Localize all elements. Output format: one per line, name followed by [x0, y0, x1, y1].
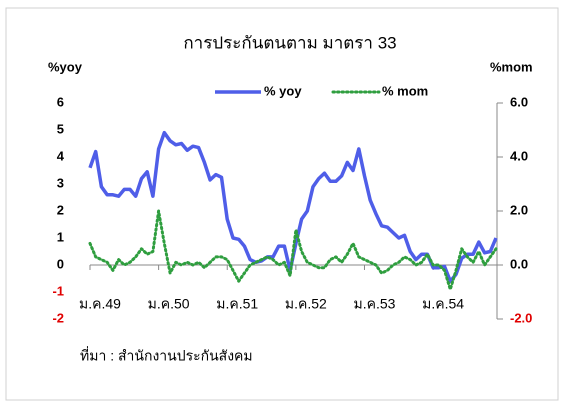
- x-tick-label: ม.ค.51: [216, 296, 258, 312]
- y2-tick-label: 6.0: [510, 94, 528, 109]
- y-tick-label: 4: [57, 148, 65, 163]
- y2-axis-label: %mom: [490, 59, 533, 74]
- x-tick-label: ม.ค.53: [354, 296, 396, 312]
- y-tick-label: 3: [57, 175, 64, 190]
- y-tick-label: -2: [52, 310, 64, 325]
- x-tick-label: ม.ค.50: [148, 296, 190, 312]
- y2-tick-label: 0.0: [510, 256, 528, 271]
- chart-title: การประกันตนตาม มาตรา 33: [183, 33, 396, 52]
- y2-tick-label: -2.0: [510, 310, 532, 325]
- legend-label: % yoy: [264, 83, 302, 98]
- data-line: [88, 209, 498, 291]
- y-tick-label: 2: [57, 202, 64, 217]
- y2-tick-label: 4.0: [510, 148, 528, 163]
- x-tick-label: ม.ค.52: [285, 296, 327, 312]
- y-axis-label: %yoy: [48, 59, 83, 74]
- y2-tick-label: 2.0: [510, 202, 528, 217]
- x-tick-label: ม.ค.54: [422, 296, 464, 312]
- y-tick-label: 0: [57, 256, 64, 271]
- x-tick-label: ม.ค.49: [79, 296, 121, 312]
- legend-label: % mom: [382, 83, 428, 98]
- y-tick-label: 6: [57, 94, 64, 109]
- y-tick-label: 5: [57, 121, 64, 136]
- y-tick-label: 1: [57, 229, 64, 244]
- y-tick-label: -1: [52, 283, 64, 298]
- source-note: ที่มา : สำนักงานประกันสังคม: [80, 347, 253, 364]
- chart-frame: [5, 7, 559, 401]
